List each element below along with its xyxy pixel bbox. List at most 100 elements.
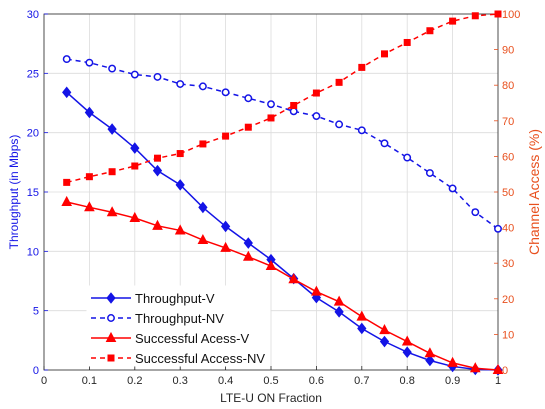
left-y-tick-label: 10: [27, 246, 39, 258]
x-axis-label: LTE-U ON Fraction: [220, 391, 322, 405]
x-tick-label: 0.3: [173, 375, 188, 387]
x-tick-label: 0.2: [127, 375, 142, 387]
right-y-tick-label: 40: [502, 223, 514, 235]
data-point: [357, 322, 367, 335]
legend-marker: [107, 354, 115, 362]
left-y-tick-label: 20: [27, 128, 39, 140]
x-tick-label: 0.5: [263, 375, 278, 387]
data-point: [176, 150, 184, 158]
right-y-tick-label: 0: [502, 365, 508, 377]
legend-entry: Successful Access-NV: [91, 351, 265, 366]
data-point: [61, 195, 73, 206]
data-point: [333, 295, 345, 306]
data-point: [267, 114, 275, 122]
data-point: [62, 55, 71, 64]
data-point: [221, 88, 230, 97]
series-line: [66, 13, 499, 184]
data-point: [357, 126, 366, 135]
x-axis: 0 0.1 0.2 0.3 0.4 0.5 0.6 0.7 0.8 0.9 1: [41, 366, 501, 387]
legend-label: Throughput-NV: [135, 311, 224, 326]
data-point: [403, 153, 412, 162]
data-point: [425, 354, 435, 367]
series-successful-acess-v: [61, 195, 504, 374]
data-point: [198, 82, 207, 91]
data-point: [62, 86, 72, 99]
data-point: [267, 100, 275, 109]
data-point: [311, 285, 322, 296]
x-tick-label: 0.9: [445, 375, 460, 387]
data-point: [492, 363, 504, 374]
left-y-tick-label: 30: [27, 9, 39, 21]
data-point: [85, 173, 93, 181]
data-point: [107, 123, 117, 135]
data-point: [334, 306, 344, 318]
x-tick-label: 0.6: [309, 375, 324, 387]
data-point: [152, 219, 163, 230]
data-point: [244, 94, 253, 103]
data-point: [130, 70, 139, 79]
data-point: [403, 38, 411, 46]
data-point: [106, 206, 118, 217]
data-point: [358, 63, 366, 71]
series-layer: [61, 10, 504, 376]
data-point: [129, 211, 141, 222]
data-point: [494, 224, 502, 233]
data-point: [449, 17, 457, 25]
data-point: [222, 132, 230, 140]
data-point: [84, 201, 95, 212]
series-successful-access-nv: [63, 10, 502, 186]
legend-label: Throughput-V: [135, 291, 215, 306]
data-point: [174, 224, 186, 235]
data-point: [448, 184, 457, 193]
left-y-axis: 0 5 10 15 20 25 30: [27, 9, 48, 377]
data-point: [131, 162, 139, 170]
data-point: [312, 89, 320, 97]
data-point: [425, 169, 434, 177]
data-point: [426, 27, 434, 35]
right-y-axis: 0 10 20 30 40 50 60 70 80 90 100: [494, 9, 520, 377]
series-line: [66, 91, 499, 371]
data-point: [175, 179, 185, 191]
series-throughput-nv: [62, 55, 502, 233]
data-point: [84, 106, 95, 119]
x-tick-label: 0.1: [82, 375, 97, 387]
legend-entry: Throughput-NV: [91, 311, 224, 326]
x-tick-label: 0.7: [354, 375, 369, 387]
data-point: [108, 64, 117, 73]
data-point: [220, 241, 231, 252]
data-point: [335, 78, 343, 86]
data-point: [335, 120, 344, 129]
x-tick-label: 0: [41, 375, 47, 387]
right-y-tick-label: 60: [502, 151, 514, 163]
left-y-axis-label: Throughput (in Mbps): [7, 135, 21, 250]
right-y-tick-label: 30: [502, 258, 514, 270]
data-point: [469, 362, 481, 373]
left-y-tick-label: 25: [27, 68, 39, 80]
data-point: [244, 123, 252, 131]
x-tick-label: 0.8: [400, 375, 415, 387]
data-point: [197, 233, 209, 245]
legend-marker: [107, 314, 115, 322]
data-point: [154, 154, 161, 162]
right-y-tick-label: 50: [502, 187, 514, 199]
data-point: [288, 273, 300, 284]
left-y-tick-label: 0: [33, 365, 39, 377]
data-point: [401, 335, 413, 346]
data-point: [242, 250, 254, 261]
data-point: [380, 139, 389, 148]
data-point: [153, 72, 162, 81]
right-y-tick-label: 90: [502, 45, 514, 57]
data-point: [356, 310, 368, 321]
data-point: [265, 259, 277, 271]
data-point: [289, 107, 298, 116]
x-tick-label: 0.4: [218, 375, 233, 387]
data-point: [152, 164, 163, 177]
legend-marker: [106, 292, 116, 304]
legend-label: Successful Acess-V: [135, 331, 249, 346]
data-point: [198, 201, 208, 214]
data-point: [471, 12, 479, 20]
legend: Throughput-V Throughput-NV Successful Aces…: [86, 285, 271, 367]
series-line: [66, 58, 499, 230]
data-point: [379, 324, 390, 335]
